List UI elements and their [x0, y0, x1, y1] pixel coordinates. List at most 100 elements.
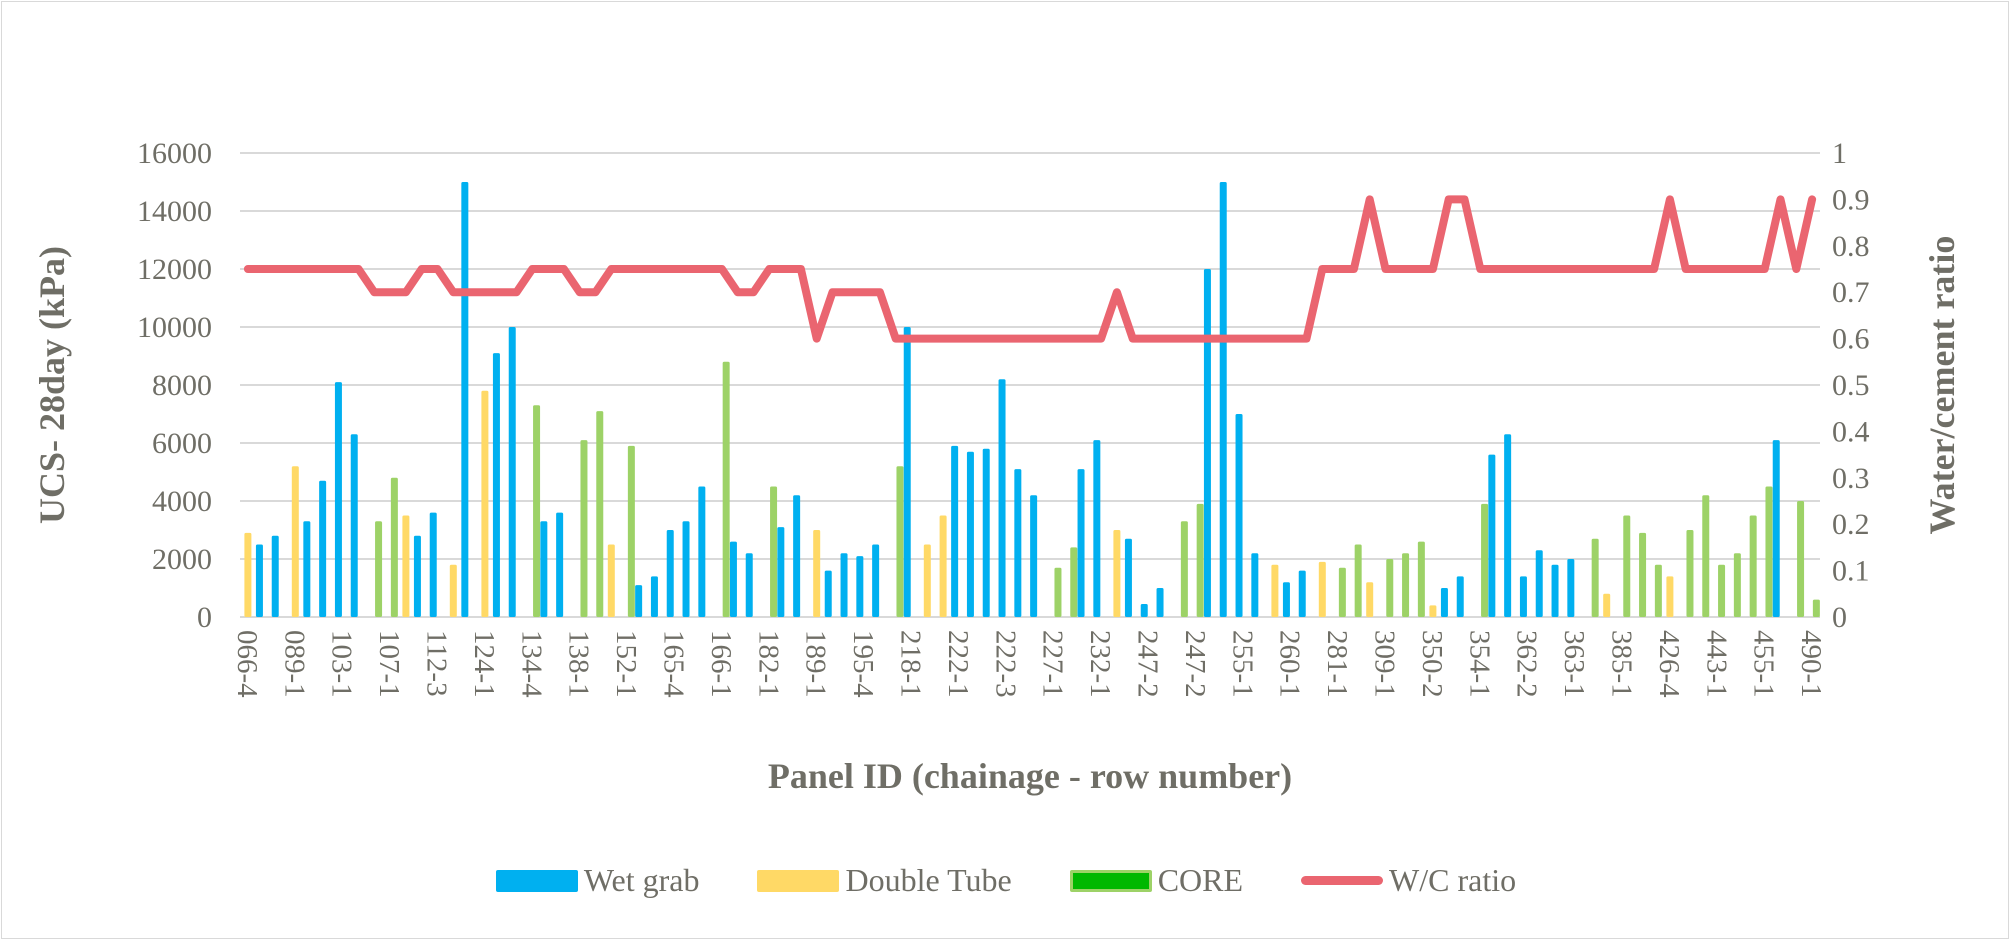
legend-swatch-core [1069, 869, 1152, 892]
bar-wet-grab [1156, 588, 1164, 617]
x-tick-label: 362-2 [1511, 630, 1543, 698]
bar-double-tube [607, 544, 615, 617]
legend-label: W/C ratio [1389, 862, 1517, 898]
legend-item-wc-ratio: W/C ratio [1301, 862, 1516, 899]
legend-swatch-wc-ratio [1301, 876, 1384, 885]
y-tick-label: 8000 [152, 369, 212, 402]
bar-core [580, 440, 588, 617]
gridlines [240, 152, 1820, 618]
x-tick-label: 222-1 [942, 630, 974, 698]
bar-wet-grab [777, 527, 785, 617]
y2-tick-label: 0.6 [1832, 323, 1870, 356]
bar-wet-grab [508, 327, 516, 617]
bar-core [627, 445, 635, 617]
bar-core [1338, 567, 1346, 617]
y-tick-label: 10000 [137, 311, 212, 344]
y2-tick-label: 1 [1832, 137, 1847, 170]
bar-wet-grab [540, 521, 548, 617]
bar-wet-grab [1014, 469, 1022, 617]
bar-wet-grab [1077, 469, 1085, 617]
bar-wet-grab [1203, 269, 1211, 617]
bar-wet-grab [1298, 570, 1306, 617]
bar-wet-grab [840, 553, 848, 617]
bar-wet-grab [745, 553, 753, 617]
x-tick-label: 363-1 [1558, 630, 1590, 698]
y-axis-title: UCS- 28day (kPa) [32, 246, 72, 524]
bar-double-tube [1113, 530, 1121, 617]
y2-axis-ticks: 0 0.1 0.2 0.3 0.4 0.5 0.6 0.7 0.8 0.9 1 [1832, 137, 1870, 634]
bar-wet-grab [1440, 588, 1448, 617]
bar-wet-grab [319, 480, 327, 617]
x-tick-label: 227-1 [1037, 630, 1069, 698]
y2-axis-title: Water/cement ratio [1922, 236, 1962, 535]
bar-wet-grab [682, 521, 690, 617]
y2-tick-label: 0 [1832, 601, 1847, 634]
bar-core [1070, 547, 1078, 617]
bar-core [1354, 544, 1362, 617]
bar-double-tube [402, 515, 410, 617]
x-axis-ticks: 066-4 089-1 103-1 107-1 112-3 124-1 134-4 138-1… [231, 630, 1827, 698]
bar-wet-grab [824, 570, 832, 617]
bar-wet-grab [492, 353, 500, 617]
x-tick-label: 222-3 [989, 630, 1021, 698]
x-tick-label: 443-1 [1700, 630, 1732, 698]
wc-ratio-line-group [243, 195, 1817, 343]
bar-core [1639, 532, 1647, 617]
legend-label: Wet grab [583, 862, 700, 898]
y-tick-label: 16000 [137, 137, 212, 170]
y-tick-label: 4000 [152, 485, 212, 518]
y2-tick-label: 0.4 [1832, 415, 1870, 448]
bar-wet-grab [334, 382, 342, 617]
bar-wet-grab [1456, 576, 1464, 617]
x-tick-label: 189-1 [800, 630, 832, 698]
bar-core [1054, 567, 1062, 617]
x-tick-label: 166-1 [705, 630, 737, 698]
x-tick-label: 124-1 [468, 630, 500, 698]
bar-wet-grab [650, 576, 658, 617]
bar-core [1402, 553, 1410, 617]
x-tick-label: 089-1 [278, 630, 310, 698]
bar-core [1623, 515, 1631, 617]
bar-double-tube [923, 544, 931, 617]
y-tick-label: 0 [197, 601, 212, 634]
bar-core [1386, 559, 1394, 617]
bar-wet-grab [1519, 576, 1527, 617]
bar-double-tube [1318, 561, 1326, 617]
bar-core [1702, 495, 1710, 617]
bar-wet-grab [793, 495, 801, 617]
bar-core [596, 411, 604, 617]
y2-tick-label: 0.8 [1832, 230, 1870, 263]
y2-tick-label: 0.2 [1832, 508, 1870, 541]
bar-wet-grab [966, 451, 974, 617]
bar-core [1797, 501, 1805, 617]
legend-swatch-wet-grab [495, 869, 578, 892]
y-tick-label: 14000 [137, 195, 212, 228]
bar-wet-grab [951, 445, 959, 617]
bar-core [1765, 486, 1773, 617]
y2-tick-label: 0.3 [1832, 462, 1870, 495]
x-tick-label: 309-1 [1369, 630, 1401, 698]
bar-core [1686, 530, 1694, 617]
bar-wet-grab [1535, 550, 1543, 617]
x-tick-label: 354-1 [1463, 630, 1495, 698]
y-tick-label: 2000 [152, 543, 212, 576]
bar-core [896, 466, 904, 617]
bar-double-tube [244, 532, 252, 617]
x-tick-label: 107-1 [373, 630, 405, 698]
y-tick-label: 6000 [152, 427, 212, 460]
bar-wet-grab [666, 530, 674, 617]
bar-core [1749, 515, 1757, 617]
bar-core [1733, 553, 1741, 617]
x-tick-label: 103-1 [326, 630, 358, 698]
bar-wet-grab [1140, 603, 1148, 617]
x-tick-label: 255-1 [1226, 630, 1258, 698]
bars [244, 182, 1820, 617]
x-tick-label: 490-1 [1795, 630, 1827, 698]
x-tick-label: 247-2 [1179, 630, 1211, 698]
x-tick-label: 350-2 [1416, 630, 1448, 698]
bar-wet-grab [856, 556, 864, 617]
bar-core [1591, 538, 1599, 617]
bar-wet-grab [1551, 564, 1559, 617]
bar-core [390, 477, 398, 617]
